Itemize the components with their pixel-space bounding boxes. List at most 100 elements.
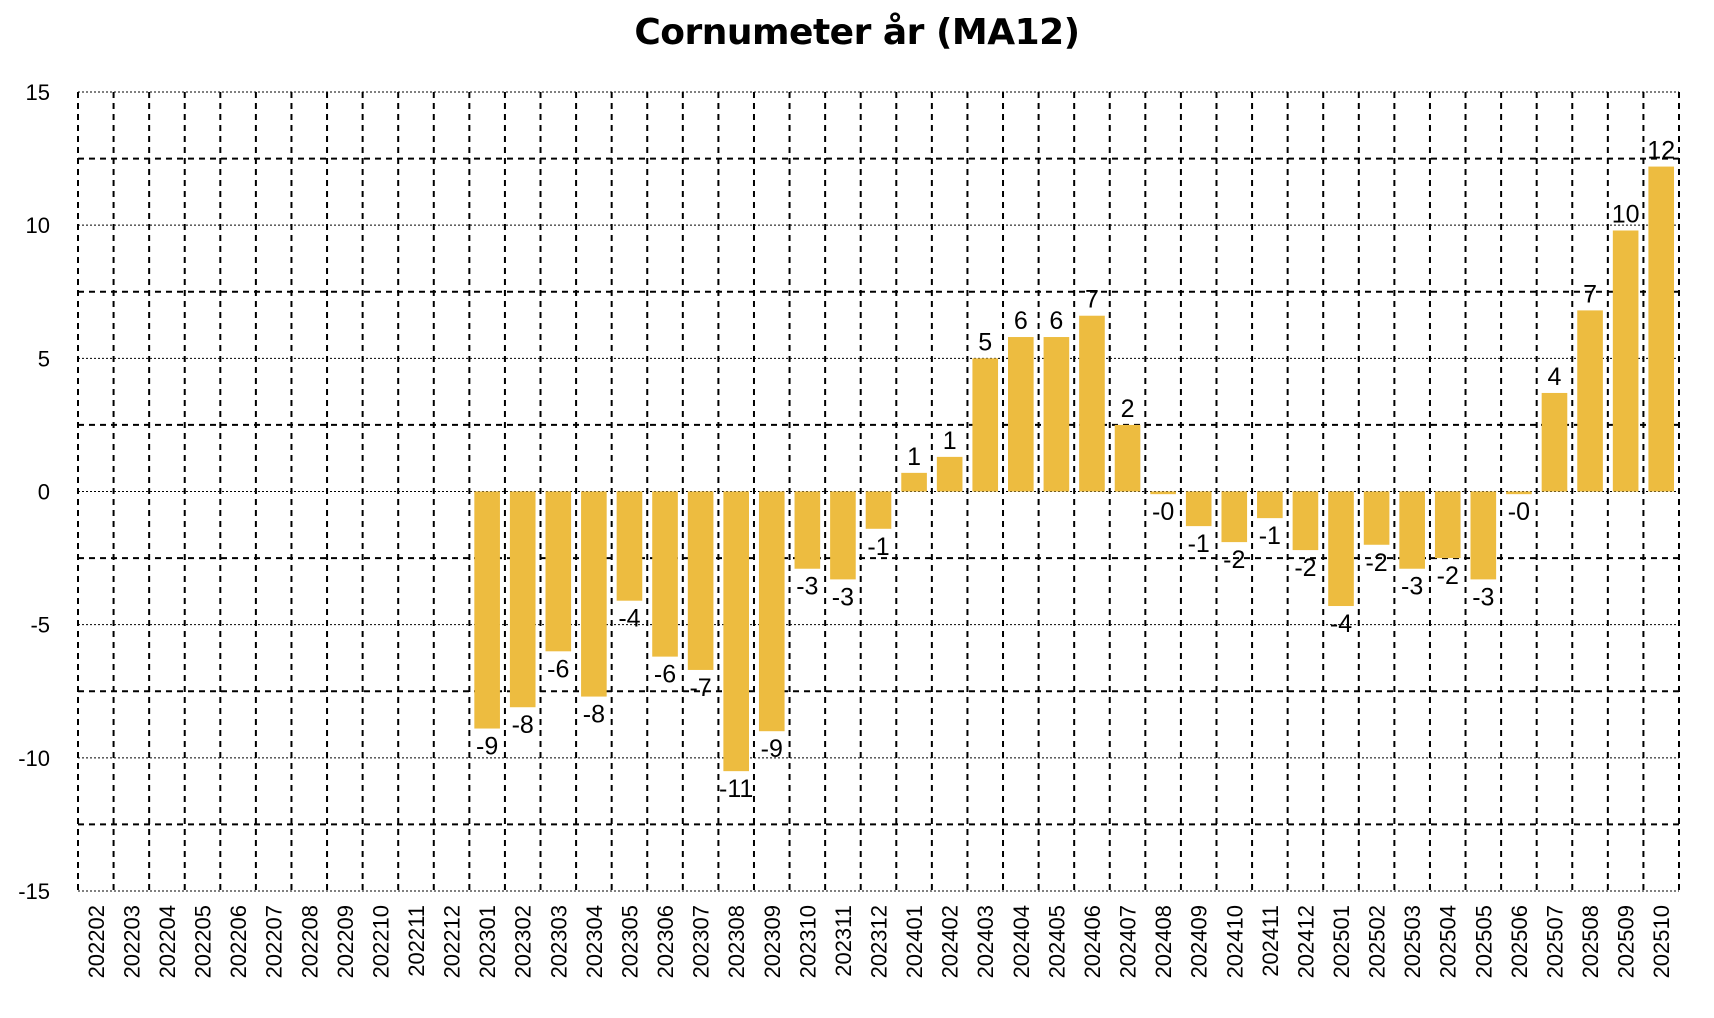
y-tick-label: 0	[38, 480, 50, 505]
x-tick-label: 202303	[546, 905, 571, 978]
x-tick-label: 202412	[1293, 905, 1318, 978]
y-tick-label: -5	[30, 613, 50, 638]
bar-202503	[1399, 491, 1425, 569]
bar-202408	[1150, 491, 1176, 495]
x-tick-label: 202301	[475, 905, 500, 978]
bar-202501	[1328, 491, 1354, 607]
bar-202411	[1257, 491, 1283, 519]
bar-202409	[1185, 491, 1212, 527]
data-label-202404: 6	[1014, 307, 1028, 335]
data-label-202311: -3	[832, 583, 854, 611]
x-tick-label: 202306	[653, 905, 678, 978]
data-label-202505: -3	[1472, 583, 1494, 611]
bar-202508	[1577, 310, 1603, 492]
data-label-202509: 10	[1612, 200, 1640, 228]
bar-202406	[1079, 315, 1105, 492]
bar-202303	[545, 491, 572, 652]
x-tick-label: 202212	[440, 905, 465, 978]
x-tick-label: 202503	[1400, 905, 1425, 978]
x-tick-label: 202202	[84, 905, 109, 978]
x-tick-label: 202404	[1009, 905, 1034, 978]
bar-202404	[1008, 337, 1034, 492]
y-tick-label: -10	[18, 746, 50, 771]
bar-202302	[509, 491, 536, 708]
bar-202410	[1221, 491, 1248, 543]
x-axis-ticks: 202202 202203 202204 202205 202206 202207 2022…	[84, 905, 1674, 978]
data-label-202303: -6	[547, 655, 569, 683]
x-tick-label: 202410	[1222, 905, 1247, 978]
x-tick-label: 202506	[1507, 905, 1532, 978]
data-label-202405: 6	[1049, 307, 1063, 335]
x-tick-label: 202207	[262, 905, 287, 978]
x-tick-label: 202409	[1187, 905, 1212, 978]
data-label-202409: -1	[1188, 530, 1210, 558]
bars-layer	[474, 166, 1675, 772]
data-label-202501: -4	[1330, 610, 1352, 638]
bar-202307	[687, 491, 714, 670]
x-tick-label: 202308	[724, 905, 749, 978]
data-label-202502: -2	[1365, 549, 1387, 577]
x-tick-label: 202211	[404, 905, 429, 977]
x-tick-label: 202508	[1578, 905, 1603, 978]
data-label-202408: -0	[1152, 498, 1174, 526]
data-label-202306: -6	[654, 661, 676, 689]
y-tick-label: 10	[26, 213, 50, 238]
bar-202403	[972, 358, 999, 492]
data-label-202406: 7	[1085, 286, 1099, 314]
x-tick-label: 202205	[191, 905, 216, 978]
bar-202510	[1648, 166, 1675, 492]
x-tick-label: 202408	[1151, 905, 1176, 978]
bar-202412	[1292, 491, 1319, 551]
bar-202309	[758, 491, 785, 732]
x-tick-label: 202204	[155, 905, 180, 978]
bar-202306	[652, 491, 678, 657]
data-label-202503: -3	[1401, 573, 1423, 601]
data-label-202305: -4	[618, 605, 640, 633]
data-label-202510: 12	[1647, 137, 1675, 165]
y-tick-label: -15	[18, 879, 50, 904]
bar-202405	[1043, 337, 1070, 492]
x-tick-label: 202510	[1649, 905, 1674, 978]
bar-202301	[474, 491, 500, 729]
y-axis-ticks: 15 10 5 0 -5 -10 -15	[18, 80, 50, 904]
data-label-202508: 7	[1583, 280, 1597, 308]
x-tick-label: 202208	[297, 905, 322, 978]
x-tick-label: 202504	[1436, 905, 1461, 978]
y-tick-label: 15	[26, 80, 50, 105]
data-label-202301: -9	[476, 733, 498, 761]
x-tick-label: 202411	[1258, 905, 1283, 977]
x-tick-label: 202311	[831, 905, 856, 977]
data-label-202507: 4	[1548, 363, 1562, 391]
x-tick-label: 202209	[333, 905, 358, 978]
bar-202310	[794, 491, 821, 569]
data-label-202310: -3	[796, 573, 818, 601]
bar-202305	[616, 491, 643, 601]
data-label-202312: -1	[867, 533, 889, 561]
x-tick-label: 202502	[1365, 905, 1390, 978]
data-label-202308: -11	[719, 775, 753, 803]
x-tick-label: 202210	[368, 905, 393, 978]
x-tick-label: 202206	[226, 905, 251, 978]
bar-202505	[1470, 491, 1497, 580]
x-tick-label: 202505	[1471, 905, 1496, 978]
data-label-202506: -0	[1508, 498, 1530, 526]
data-label-202403: 5	[978, 328, 992, 356]
data-label-202302: -8	[512, 711, 534, 739]
data-label-202307: -7	[689, 674, 711, 702]
x-tick-label: 202509	[1614, 905, 1639, 978]
x-tick-label: 202401	[902, 905, 927, 978]
x-tick-label: 202310	[795, 905, 820, 978]
y-tick-label: 5	[38, 346, 50, 371]
data-label-202504: -2	[1437, 562, 1459, 590]
x-tick-label: 202407	[1116, 905, 1141, 978]
grid-layer	[77, 91, 1680, 892]
x-tick-label: 202507	[1542, 905, 1567, 978]
bar-202407	[1114, 424, 1141, 492]
x-tick-label: 202305	[617, 905, 642, 978]
x-tick-label: 202402	[938, 905, 963, 978]
chart-title: Cornumeter år (MA12)	[634, 12, 1080, 53]
bar-202308	[723, 491, 749, 772]
bar-202311	[830, 491, 856, 580]
